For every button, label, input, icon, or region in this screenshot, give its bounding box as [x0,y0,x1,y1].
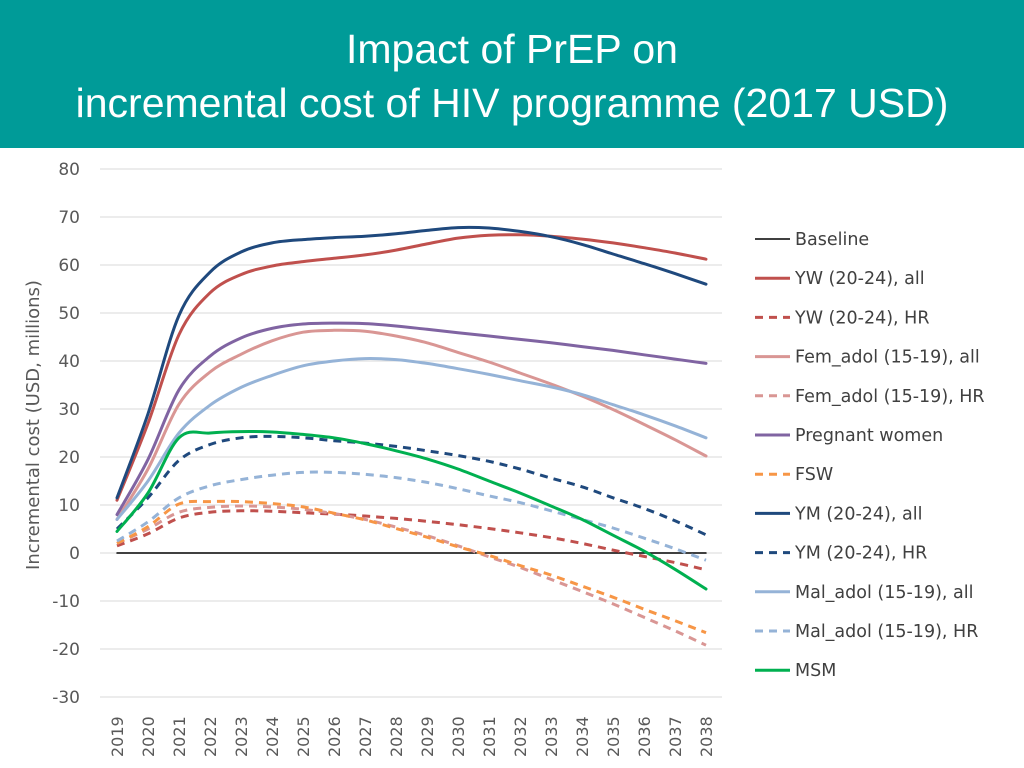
y-tick-label: 60 [58,256,80,276]
title-band: Impact of PrEP on incremental cost of HI… [0,0,1024,148]
legend-label: Fem_adol (15-19), HR [795,387,985,407]
y-tick-label: 80 [58,160,80,180]
y-tick-label: -20 [52,640,80,660]
y-tick-label: 10 [58,496,80,516]
y-tick-label: -10 [52,592,80,612]
legend-label: Pregnant women [795,426,943,446]
legend-label: Mal_adol (15-19), HR [795,622,978,642]
legend-item: YM (20-24), HR [755,544,927,564]
series-lines [115,225,708,647]
legend-item: MSM [755,661,836,681]
x-tick-label: 2023 [232,716,251,757]
x-tick-label: 2027 [356,716,375,757]
legend-item: Fem_adol (15-19), all [755,348,980,368]
legend-label: YM (20-24), HR [794,544,927,564]
x-tick-label: 2038 [697,716,716,757]
legend-item: FSW [755,465,833,485]
legend-label: MSM [795,661,836,681]
slide-title-line-1: Impact of PrEP on [346,26,678,72]
x-tick-label: 2021 [170,716,189,757]
series-line-8 [115,434,707,537]
series-line-11 [115,430,708,591]
series-line-4 [116,504,707,647]
y-tick-label: 50 [58,304,80,324]
legend-label: YW (20-24), all [794,269,925,289]
x-tick-label: 2025 [294,716,313,757]
series-line-2 [116,509,707,572]
y-axis-title: Incremental cost (USD, millions) [23,280,44,570]
legend-item: Pregnant women [755,426,943,446]
x-tick-label: 2022 [201,716,220,757]
y-axis-ticks: -30 -20 -10 0 10 20 30 40 50 60 70 80 [52,160,80,708]
legend-item: YW (20-24), HR [755,308,930,328]
x-axis-ticks: 2019 2020 2021 2022 2023 2024 2025 2026 2027 2028… [108,716,716,757]
series-line-9 [115,357,708,521]
legend-item: YM (20-24), all [755,504,922,524]
series-line-7 [115,225,708,500]
legend-item: Baseline [755,230,869,250]
legend-item: Mal_adol (15-19), all [755,583,973,603]
legend-item: Mal_adol (15-19), HR [755,622,978,642]
y-tick-label: 30 [58,400,80,420]
y-tick-label: 0 [69,544,80,564]
x-tick-label: 2028 [387,716,406,757]
legend-label: Mal_adol (15-19), all [795,583,973,603]
x-tick-label: 2032 [511,716,530,757]
legend-label: YW (20-24), HR [794,308,930,328]
series-line-3 [115,328,708,521]
x-tick-label: 2024 [263,716,282,757]
y-tick-label: -30 [52,688,80,708]
series-line-1 [115,233,708,502]
legend-label: YM (20-24), all [794,504,922,524]
legend: Baseline YW (20-24), all YW (20-24), HR Fem… [755,230,985,681]
x-tick-label: 2020 [139,716,158,757]
series-line-5 [115,321,708,517]
legend-label: Fem_adol (15-19), all [795,348,980,368]
legend-label: FSW [795,465,833,485]
x-tick-label: 2034 [573,716,592,757]
legend-label: Baseline [795,230,869,250]
x-tick-label: 2030 [449,716,468,757]
gridlines [100,168,722,698]
x-tick-label: 2033 [542,716,561,757]
x-tick-label: 2026 [325,716,344,757]
x-tick-label: 2037 [666,716,685,757]
y-tick-label: 20 [58,448,80,468]
legend-item: YW (20-24), all [755,269,925,289]
x-tick-label: 2036 [635,716,654,757]
y-tick-label: 40 [58,352,80,372]
series-line-6 [116,499,707,635]
x-tick-label: 2031 [480,716,499,757]
x-tick-label: 2035 [604,716,623,757]
x-tick-label: 2019 [108,716,127,757]
x-tick-label: 2029 [418,716,437,757]
legend-item: Fem_adol (15-19), HR [755,387,985,407]
series-line-10 [116,470,707,562]
slide-title-line-2: incremental cost of HIV programme (2017 … [75,80,949,126]
y-tick-label: 70 [58,208,80,228]
